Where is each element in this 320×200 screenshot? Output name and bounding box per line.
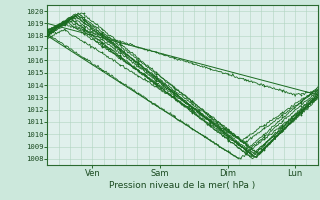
X-axis label: Pression niveau de la mer( hPa ): Pression niveau de la mer( hPa ) [109,181,256,190]
